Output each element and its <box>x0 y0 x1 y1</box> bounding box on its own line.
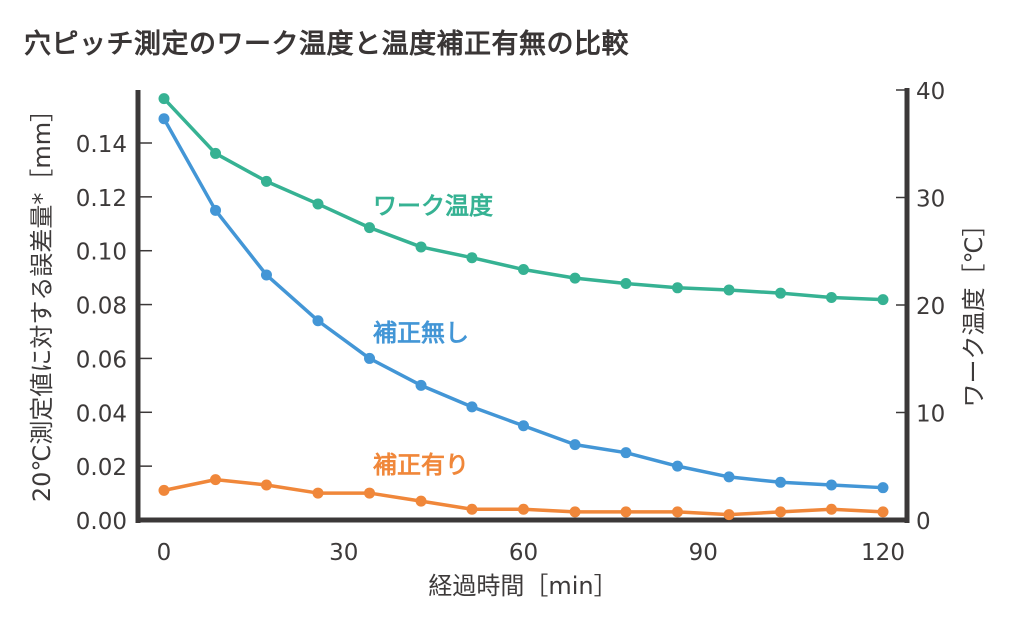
series-label-1: 補正無し <box>372 319 469 347</box>
data-point-series-0 <box>312 198 324 210</box>
left-tick-label: 0.12 <box>76 186 127 212</box>
series-label-0: ワーク温度 <box>373 192 494 220</box>
data-point-series-1 <box>415 379 427 391</box>
data-point-series-2 <box>775 506 787 518</box>
data-point-series-1 <box>312 315 324 327</box>
data-point-series-0 <box>415 241 427 253</box>
data-point-series-1 <box>620 447 632 459</box>
data-point-series-0 <box>877 294 889 306</box>
data-point-series-1 <box>723 471 735 483</box>
left-tick-label: 0.04 <box>76 401 127 427</box>
data-point-series-2 <box>415 495 427 507</box>
right-tick-label: 10 <box>916 402 945 428</box>
data-point-series-0 <box>158 93 170 105</box>
right-tick-label: 40 <box>916 79 945 105</box>
data-point-series-1 <box>158 113 170 125</box>
data-point-series-2 <box>466 503 478 515</box>
series-points <box>158 93 889 521</box>
data-point-series-0 <box>825 291 837 303</box>
x-tick-label: 120 <box>861 540 905 566</box>
data-point-series-1 <box>775 476 787 488</box>
data-point-series-0 <box>518 264 529 276</box>
right-tick-label: 0 <box>916 509 931 535</box>
data-point-series-1 <box>671 460 683 472</box>
data-point-series-0 <box>260 175 272 187</box>
data-point-series-2 <box>210 474 222 486</box>
x-tick-label: 60 <box>509 540 538 566</box>
data-point-series-1 <box>364 352 376 364</box>
right-tick-label: 30 <box>916 187 945 213</box>
data-point-series-0 <box>466 252 478 264</box>
data-point-series-0 <box>775 287 787 299</box>
data-point-series-2 <box>518 503 529 515</box>
data-point-series-0 <box>569 272 581 284</box>
data-point-series-1 <box>210 204 222 216</box>
x-tick-label: 90 <box>689 540 718 566</box>
data-point-series-2 <box>312 487 324 499</box>
left-tick-label: 0.08 <box>76 294 127 320</box>
data-point-series-2 <box>158 484 170 496</box>
data-point-series-2 <box>671 506 683 518</box>
data-point-series-0 <box>364 222 376 234</box>
x-axis-title: 経過時間［min］ <box>428 572 617 600</box>
left-tick-label: 0.14 <box>76 132 127 158</box>
data-point-series-2 <box>364 487 376 499</box>
data-point-series-1 <box>466 401 478 413</box>
labels: 0.00 0.02 0.04 0.06 0.08 0.10 0.12 0.14 0 10 20 30 4… <box>28 79 988 600</box>
data-point-series-2 <box>877 506 889 518</box>
x-tick-label: 30 <box>329 540 358 566</box>
data-point-series-1 <box>260 269 272 281</box>
data-point-series-0 <box>620 278 632 289</box>
data-point-series-1 <box>518 420 529 432</box>
data-point-series-2 <box>569 506 581 518</box>
x-tick-label: 0 <box>157 540 172 566</box>
left-tick-label: 0.10 <box>76 240 127 266</box>
series-line-1 <box>162 117 884 490</box>
data-point-series-0 <box>210 147 222 159</box>
left-axis-title: 20℃測定値に対する誤差量*［mm］ <box>28 98 56 502</box>
series-lines <box>162 97 884 517</box>
chart-title: 穴ピッチ測定のワーク温度と温度補正有無の比較 <box>24 29 629 60</box>
data-point-series-0 <box>723 284 735 296</box>
data-point-series-2 <box>260 479 272 491</box>
data-point-series-0 <box>671 282 683 294</box>
data-point-series-2 <box>723 509 735 521</box>
data-point-series-1 <box>825 479 837 491</box>
left-tick-label: 0.02 <box>76 455 127 481</box>
data-point-series-2 <box>825 503 837 515</box>
data-point-series-1 <box>569 439 581 451</box>
left-tick-label: 0.00 <box>76 509 127 535</box>
axes <box>135 88 910 523</box>
right-axis-title: ワーク温度［℃］ <box>960 213 988 408</box>
data-point-series-1 <box>877 482 889 494</box>
series-label-2: 補正有り <box>372 451 469 479</box>
left-tick-label: 0.06 <box>76 347 127 373</box>
right-tick-label: 20 <box>916 294 945 320</box>
data-point-series-2 <box>620 506 632 518</box>
